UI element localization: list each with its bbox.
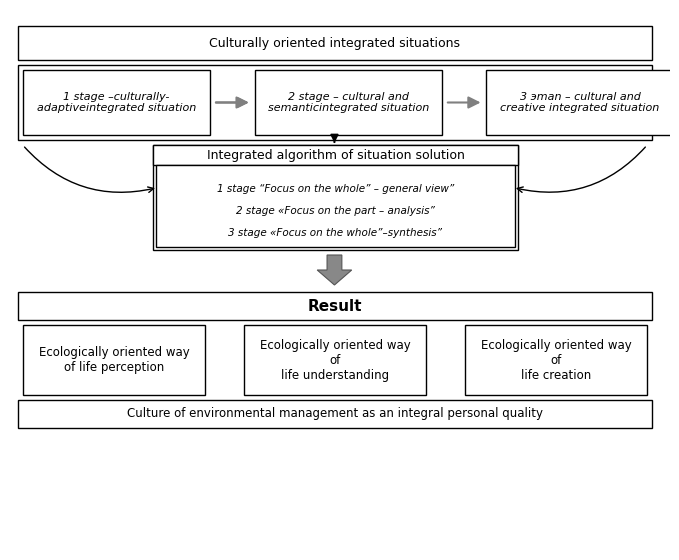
FancyBboxPatch shape <box>255 70 442 135</box>
FancyBboxPatch shape <box>22 70 210 135</box>
FancyBboxPatch shape <box>18 65 652 140</box>
Text: 3 stage «Focus on the whole”–synthesis”: 3 stage «Focus on the whole”–synthesis” <box>228 228 443 238</box>
Text: Culturally oriented integrated situations: Culturally oriented integrated situation… <box>209 36 460 49</box>
Text: 3 эman – cultural and
creative integrated situation: 3 эman – cultural and creative integrate… <box>500 92 660 113</box>
FancyBboxPatch shape <box>22 325 205 395</box>
Text: 1 stage –culturally-
adaptiveintegrated situation: 1 stage –culturally- adaptiveintegrated … <box>37 92 196 113</box>
Text: 2 stage «Focus on the part – analysis”: 2 stage «Focus on the part – analysis” <box>236 206 435 216</box>
Text: Ecologically oriented way
of life perception: Ecologically oriented way of life percep… <box>39 346 189 374</box>
FancyBboxPatch shape <box>18 400 652 428</box>
FancyBboxPatch shape <box>244 325 426 395</box>
Text: Ecologically oriented way
of
life understanding: Ecologically oriented way of life unders… <box>259 338 410 381</box>
FancyBboxPatch shape <box>18 26 652 60</box>
Text: 2 stage – cultural and
semanticintegrated situation: 2 stage – cultural and semanticintegrate… <box>268 92 429 113</box>
FancyBboxPatch shape <box>153 145 518 165</box>
FancyBboxPatch shape <box>18 292 652 320</box>
FancyBboxPatch shape <box>153 145 518 250</box>
FancyBboxPatch shape <box>464 325 647 395</box>
Text: 1 stage “Focus on the whole” – general view”: 1 stage “Focus on the whole” – general v… <box>217 184 454 194</box>
Text: Culture of environmental management as an integral personal quality: Culture of environmental management as a… <box>127 408 543 421</box>
Text: Integrated algorithm of situation solution: Integrated algorithm of situation soluti… <box>206 148 464 161</box>
FancyBboxPatch shape <box>486 70 674 135</box>
FancyBboxPatch shape <box>156 165 515 247</box>
Text: Result: Result <box>308 298 362 314</box>
Polygon shape <box>317 255 352 285</box>
Text: Ecologically oriented way
of
life creation: Ecologically oriented way of life creati… <box>481 338 631 381</box>
